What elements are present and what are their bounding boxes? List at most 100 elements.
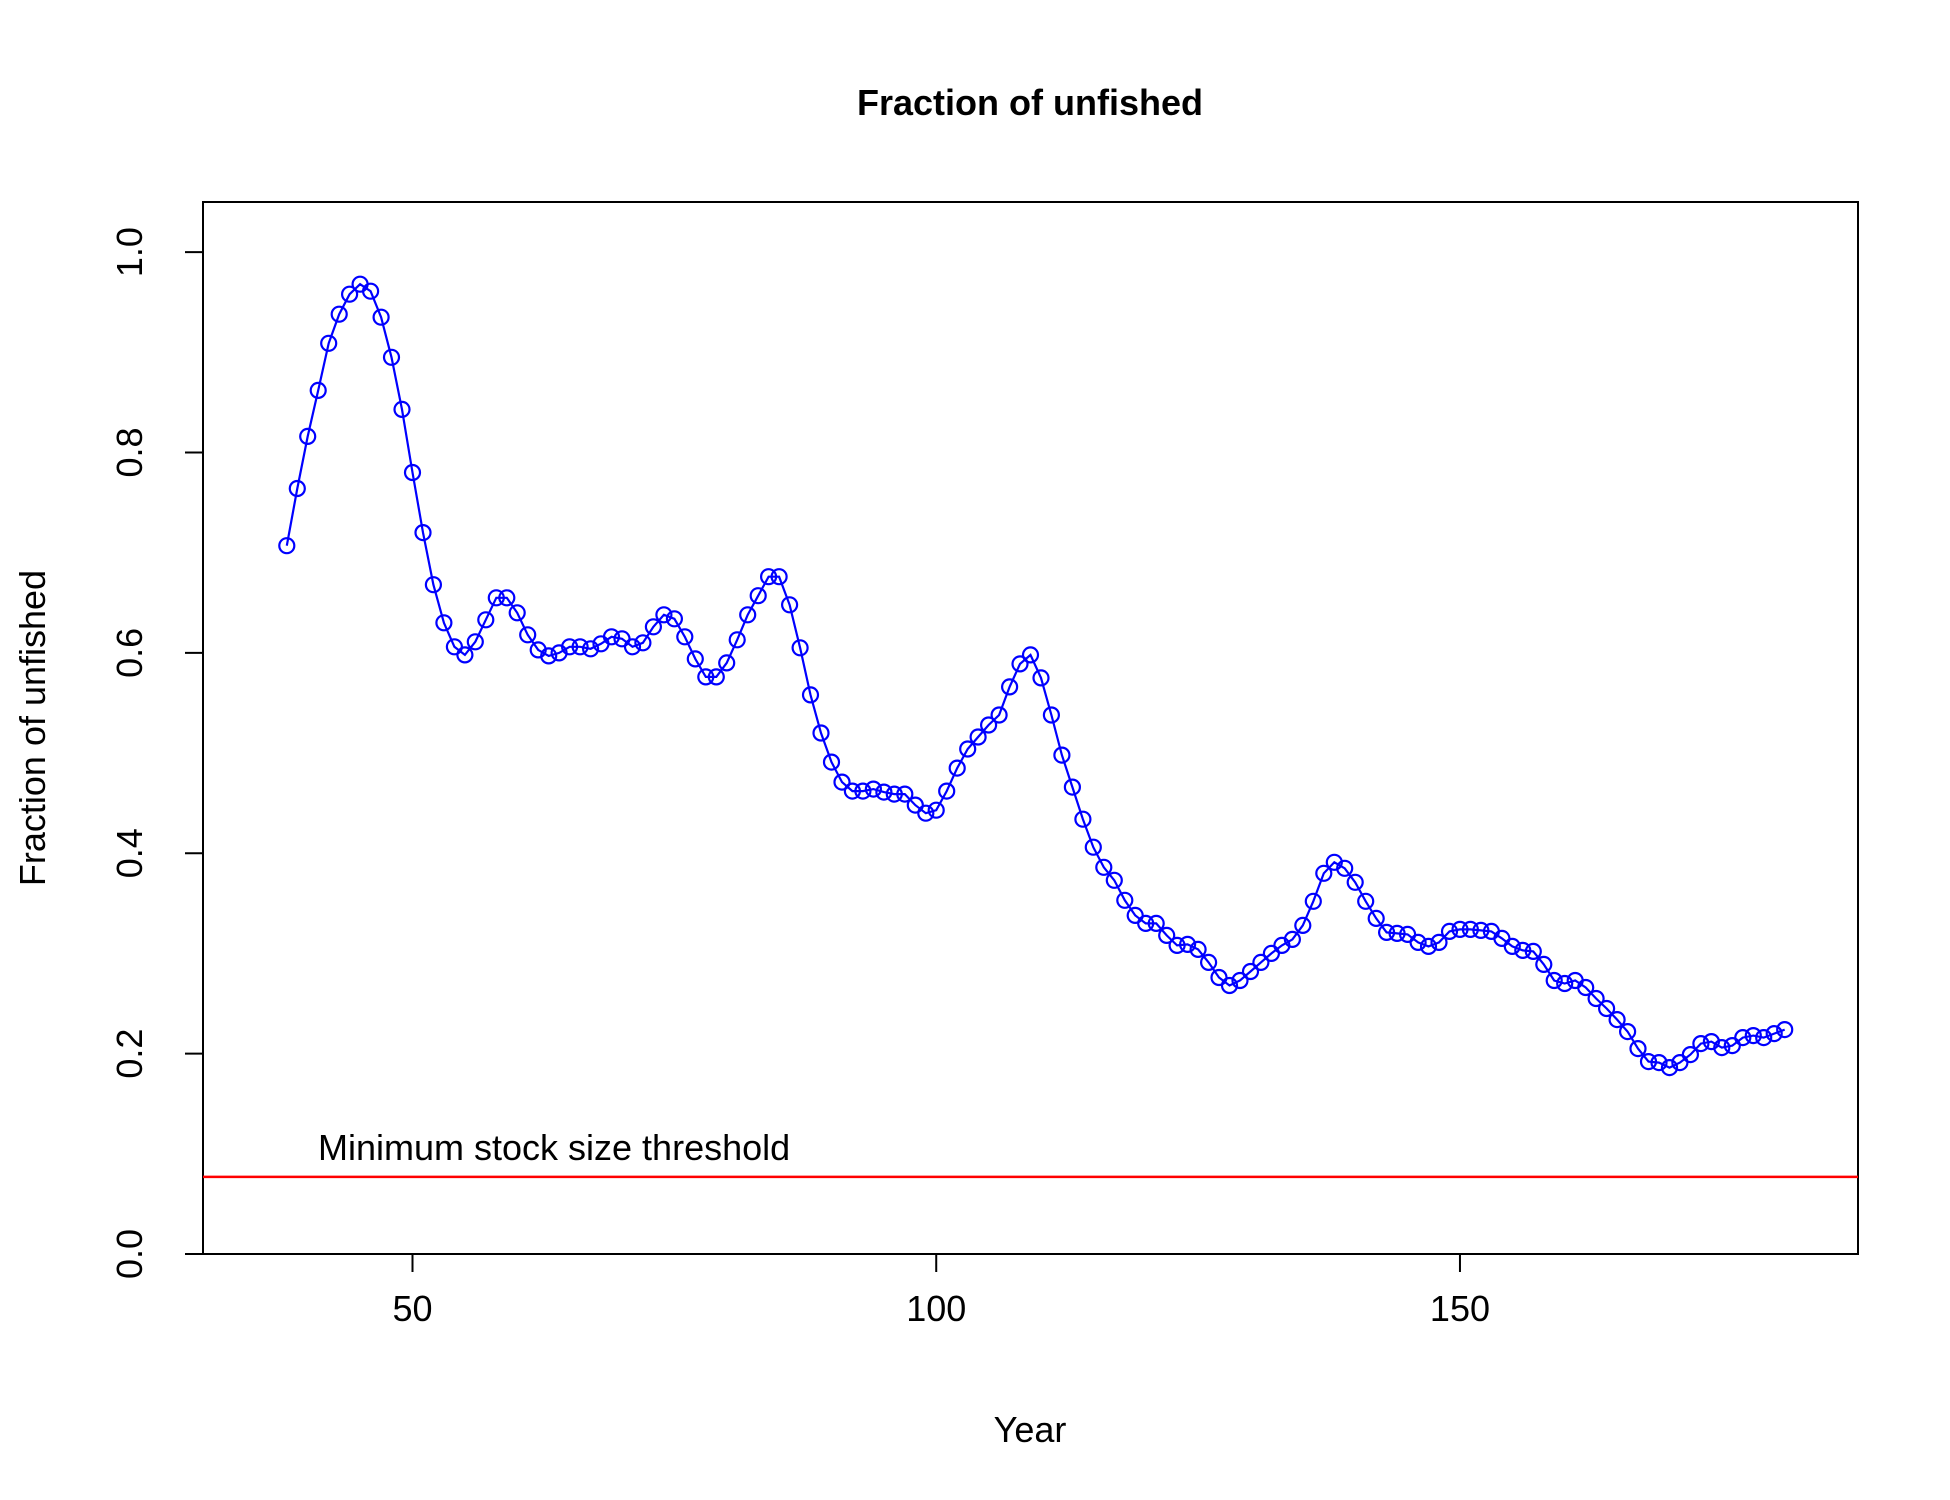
data-point [1608,1010,1626,1029]
data-point [602,628,621,646]
data-point [1220,976,1239,995]
data-point [1315,864,1333,882]
y-tick-label: 1.0 [109,227,150,277]
data-point [812,724,830,742]
data-point [1629,1039,1647,1058]
data-point [372,308,390,326]
data-point [791,639,809,657]
data-point [330,305,348,323]
x-tick-label: 150 [1430,1288,1490,1329]
data-point [1158,926,1176,945]
data-point [1137,914,1155,933]
data-point [770,568,788,586]
series-line [285,282,1786,1069]
data-point [1618,1022,1637,1041]
data-point [456,646,474,664]
data-point [686,650,704,668]
data-point [403,463,422,482]
data-point [1681,1045,1700,1064]
data-point [1713,1038,1731,1057]
data-point [1000,678,1019,696]
data-point [1095,858,1113,876]
data-point [1524,942,1542,961]
data-point [1042,706,1061,724]
data-point [1231,971,1249,990]
data-point [780,596,799,614]
data-point [728,631,746,649]
data-point [739,606,757,624]
data-point [665,610,684,628]
data-point [1116,891,1134,909]
data-point [382,348,401,366]
data-point [560,638,579,656]
data-point [990,706,1008,724]
data-point [759,568,778,586]
data-point [540,647,558,665]
data-point [1755,1028,1773,1047]
data-point [854,782,872,800]
y-tick-label: 0.6 [109,628,150,678]
data-point [1252,953,1270,972]
y-axis-label: Fraction of unfished [12,570,53,886]
data-point [1461,920,1480,939]
data-point [1597,999,1616,1018]
data-point [623,638,642,656]
y-tick-label: 0.2 [109,1029,150,1079]
data-point [843,782,862,800]
data-point [1283,930,1302,949]
data-point [435,614,453,632]
data-point [906,796,924,814]
data-point [1419,937,1438,956]
data-point [1660,1058,1679,1077]
data-point [864,780,883,798]
data-point [801,686,820,704]
data-point [581,640,600,658]
data-point [676,628,694,646]
data-point [1241,962,1260,981]
data-point [278,537,296,555]
data-point [571,638,589,656]
y-tick-label: 0.4 [109,828,150,878]
data-point [1692,1034,1710,1053]
data-point [1587,989,1605,1008]
data-point [445,638,463,656]
data-point [896,785,914,803]
chart-title: Fraction of unfished [857,82,1203,123]
data-point [1765,1024,1783,1043]
x-axis-label: Year [994,1409,1067,1450]
data-point [320,334,338,352]
data-point [466,633,484,651]
data-point [1430,933,1448,952]
data-point [1357,892,1375,910]
data-point [697,668,715,686]
data-point [393,400,411,418]
data-point [362,282,380,300]
data-point [1168,936,1186,955]
data-point [822,753,841,771]
y-tick-label: 0.8 [109,427,150,477]
y-axis: 0.0 0.2 0.4 0.6 0.8 1.0 [109,227,204,1279]
data-point [959,740,977,758]
data-point [299,427,317,445]
data-point [1734,1028,1752,1047]
data-point [1346,873,1364,891]
data-point [1011,655,1029,673]
data-point [1105,871,1123,889]
data-point [1388,924,1406,943]
data-point [644,618,663,636]
data-point [655,606,673,624]
data-point [707,668,725,686]
data-point [917,804,935,822]
data-point [1336,859,1354,877]
threshold-label: Minimum stock size threshold [318,1127,790,1168]
data-point [498,589,516,607]
x-tick-label: 50 [392,1288,432,1329]
data-point [948,759,966,777]
data-point [1189,940,1207,959]
data-point [477,611,495,629]
data-point [833,773,851,791]
data-point [938,782,956,800]
data-point [1294,916,1312,935]
data-point [508,604,526,622]
